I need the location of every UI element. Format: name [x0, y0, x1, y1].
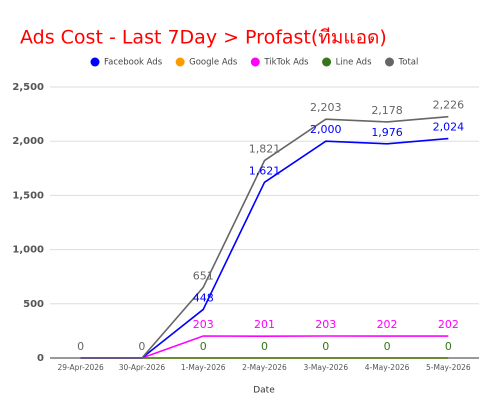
data-label: 448 — [193, 291, 214, 304]
data-label: 0 — [445, 340, 452, 353]
legend-marker — [250, 57, 260, 67]
data-label: 203 — [193, 318, 214, 331]
data-label: 1,621 — [249, 164, 281, 177]
y-tick-label: 2,000 — [12, 136, 44, 147]
data-label: 0 — [261, 340, 268, 353]
data-label: 0 — [384, 340, 391, 353]
x-tick-label: 5-May-2026 — [426, 363, 471, 372]
y-tick-label: 0 — [37, 353, 44, 364]
data-label: 2,024 — [433, 121, 465, 134]
data-label: 202 — [438, 318, 459, 331]
legend-marker — [322, 57, 332, 67]
y-tick-label: 1,500 — [12, 190, 44, 201]
series-line — [80, 115, 449, 359]
data-label: 0 — [200, 340, 207, 353]
data-label: 2,178 — [371, 104, 403, 117]
legend-label: TikTok Ads — [263, 58, 309, 68]
legend-marker — [385, 57, 394, 67]
data-label: 2,226 — [433, 99, 465, 112]
x-axis-label: Date — [253, 386, 275, 396]
x-tick-label: 29-Apr-2026 — [57, 363, 104, 372]
legend-marker — [90, 57, 100, 67]
data-label: 0 — [77, 340, 84, 353]
data-label: 2,000 — [310, 123, 342, 136]
data-label: 2,203 — [310, 101, 342, 114]
x-tick-label: 4-May-2026 — [365, 363, 410, 372]
data-label: 202 — [377, 318, 398, 331]
x-tick-label: 30-Apr-2026 — [119, 363, 166, 372]
y-tick-label: 2,500 — [12, 82, 44, 93]
y-tick-label: 1,000 — [12, 245, 44, 256]
x-tick-label: 1-May-2026 — [181, 363, 226, 372]
legend-label: Google Ads — [189, 58, 238, 68]
data-label: 0 — [138, 340, 145, 353]
data-label: 0 — [322, 340, 329, 353]
legend-marker — [175, 57, 185, 67]
chart-title: Ads Cost - Last 7Day > Profast(ทีมแอด) — [20, 27, 387, 49]
data-label: 1,976 — [371, 126, 403, 139]
legend-label: Total — [398, 58, 419, 68]
x-tick-label: 3-May-2026 — [303, 363, 348, 372]
data-label: 203 — [315, 318, 336, 331]
data-label: 201 — [254, 318, 275, 331]
data-label: 651 — [193, 269, 214, 282]
y-tick-label: 500 — [23, 299, 44, 310]
legend-label: Facebook Ads — [104, 58, 163, 68]
legend-label: Line Ads — [336, 58, 372, 68]
data-label: 1,821 — [249, 143, 281, 156]
x-tick-label: 2-May-2026 — [242, 363, 287, 372]
